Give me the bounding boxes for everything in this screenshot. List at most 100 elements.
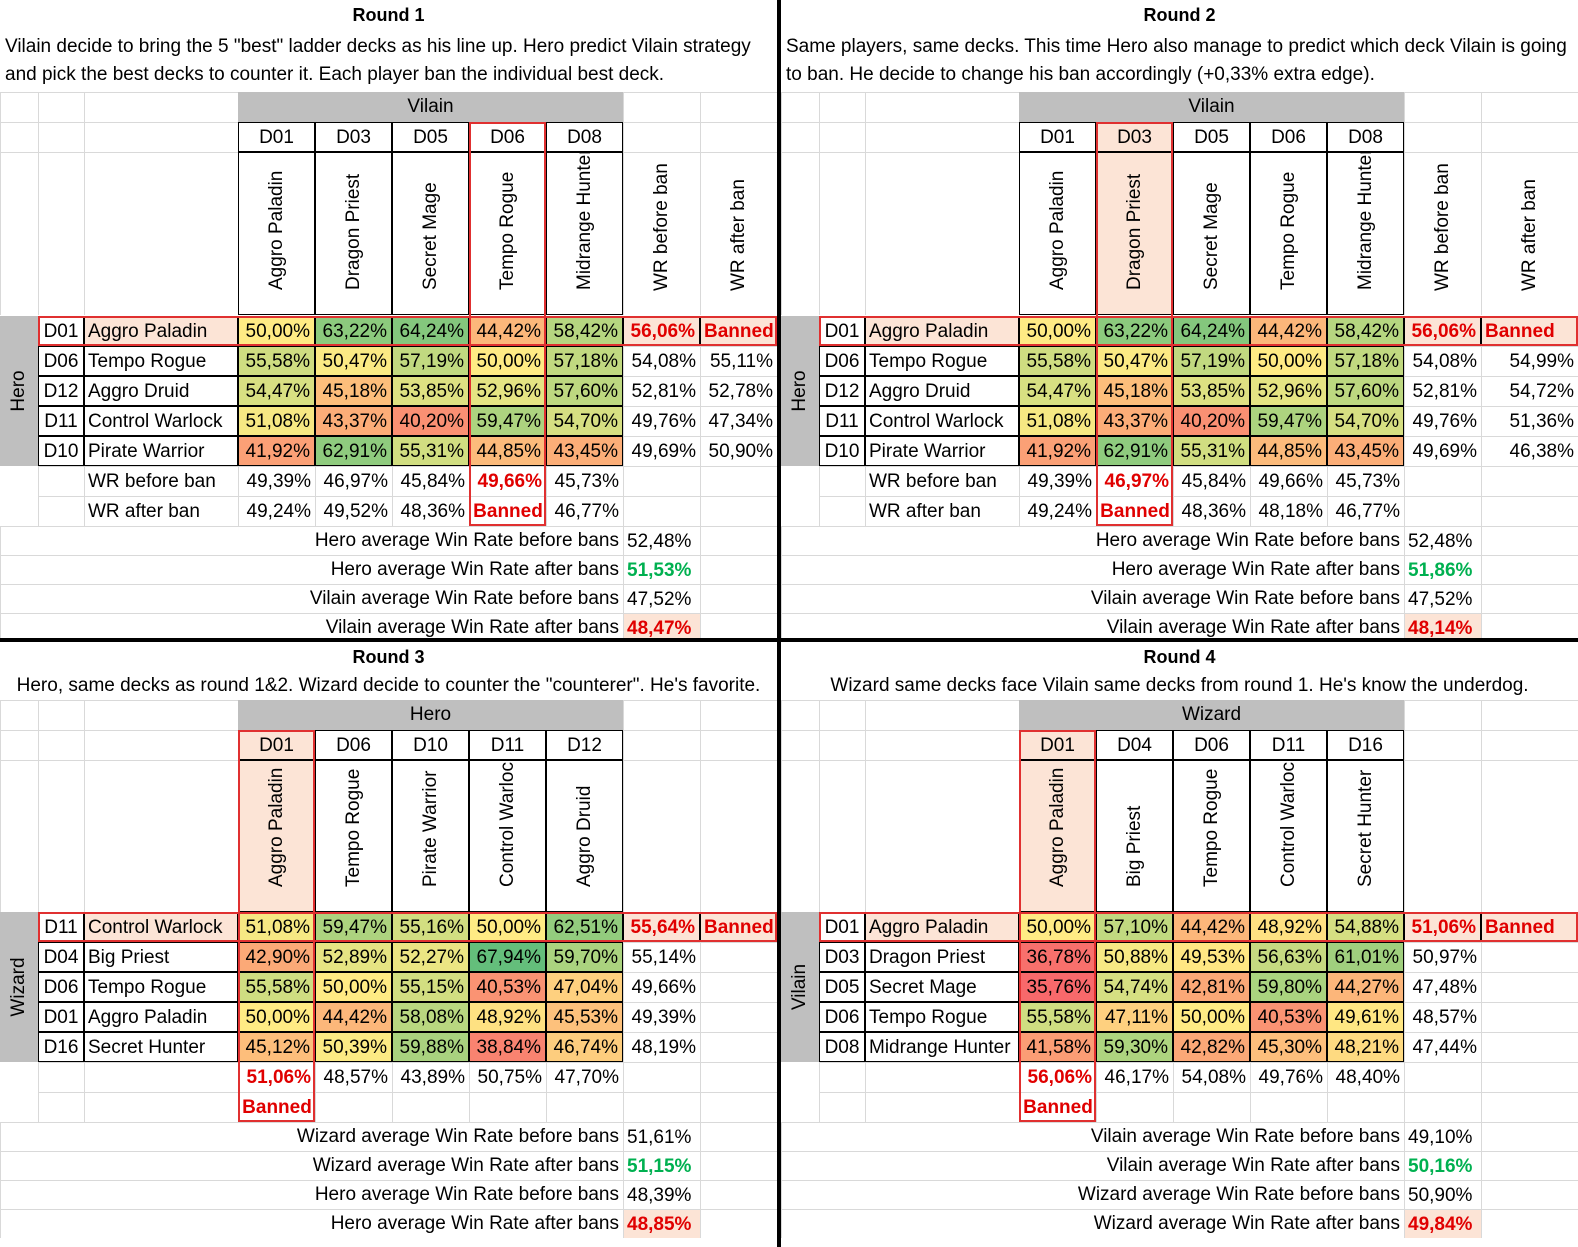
stat-label: Vilain average Win Rate after bans	[325, 617, 619, 638]
row-deck-id: D16	[38, 1032, 84, 1062]
grid-cell	[623, 496, 700, 526]
stat-label: Hero average Win Rate before bans	[1095, 530, 1400, 551]
matchup-cell: 54,70%	[1327, 406, 1404, 436]
column-deck-name-text: Tempo Rogue	[496, 171, 518, 290]
matchup-cell: 40,53%	[1250, 1002, 1327, 1032]
matchup-cell: 40,20%	[392, 406, 469, 436]
row-wr-before: 55,64%	[623, 912, 700, 942]
grid-cell	[1481, 496, 1578, 526]
matchup-cell: 50,47%	[1096, 346, 1173, 376]
row-wr-before: 50,97%	[1404, 942, 1481, 972]
row-deck-name: Control Warlock	[865, 406, 1019, 436]
grid-cell	[865, 122, 1019, 152]
grid-cell	[1404, 1092, 1481, 1122]
footer-label	[84, 1092, 238, 1122]
matchup-cell: 44,85%	[1250, 436, 1327, 466]
round-panel-3: Round 3 Hero, same decks as round 1&2. Wi…	[0, 642, 777, 1247]
matchup-cell: 40,20%	[1173, 406, 1250, 436]
grid-cell	[700, 555, 777, 584]
matchup-cell: 50,00%	[1173, 1002, 1250, 1032]
round-title: Round 1	[352, 5, 425, 25]
matchup-cell: 40,53%	[469, 972, 546, 1002]
matchup-cell: 57,60%	[546, 376, 623, 406]
matchup-cell: 45,12%	[238, 1032, 315, 1062]
column-deck-name: Aggro Druid	[546, 760, 623, 912]
grid-cell	[1404, 730, 1481, 760]
extra-column-label-text: WR after ban	[1519, 179, 1540, 291]
matchup-cell: 55,58%	[1019, 1002, 1096, 1032]
matchup-cell: 50,00%	[238, 316, 315, 346]
grid-cell	[1481, 584, 1578, 613]
stat-value: 51,61%	[623, 1122, 700, 1151]
stat-value: 49,10%	[1404, 1122, 1481, 1151]
column-deck-name-text: Control Warlock	[1277, 760, 1299, 887]
matchup-cell: 48,92%	[469, 1002, 546, 1032]
column-deck-name-text: Tempo Rogue	[1200, 768, 1222, 887]
row-deck-id: D06	[38, 972, 84, 1002]
matchup-cell: 55,58%	[1019, 346, 1096, 376]
row-deck-id: D06	[819, 346, 865, 376]
matchup-cell: 51,08%	[238, 406, 315, 436]
row-deck-name: Control Warlock	[84, 912, 238, 942]
footer-value	[392, 1092, 469, 1122]
extra-column-label	[1481, 760, 1578, 912]
matchup-cell: 44,42%	[1250, 316, 1327, 346]
matchup-cell: 53,85%	[392, 376, 469, 406]
grid-cell	[819, 122, 865, 152]
matchup-cell: 41,58%	[1019, 1032, 1096, 1062]
footer-value: 46,17%	[1096, 1062, 1173, 1092]
column-deck-id: D03	[315, 122, 392, 152]
grid-cell	[700, 730, 777, 760]
matchup-cell: 55,16%	[392, 912, 469, 942]
grid-cell	[0, 122, 38, 152]
column-deck-name-text: Aggro Paladin	[1046, 170, 1068, 290]
stat-value: 50,16%	[1404, 1151, 1481, 1180]
grid-cell	[781, 152, 819, 315]
row-wr-after	[1481, 972, 1578, 1002]
footer-value: 45,73%	[1327, 466, 1404, 496]
row-wr-before: 48,19%	[623, 1032, 700, 1062]
matchup-cell: 59,70%	[546, 942, 623, 972]
grid-cell	[781, 730, 819, 760]
column-group-label: Vilain	[238, 92, 623, 122]
row-deck-name: Aggro Druid	[84, 376, 238, 406]
grid-cell	[819, 730, 865, 760]
matchup-cell: 47,11%	[1096, 1002, 1173, 1032]
round-description: Hero, same decks as round 1&2. Wizard de…	[16, 675, 761, 696]
stat-label: Wizard average Win Rate after bans	[1093, 1213, 1400, 1234]
footer-value: 50,75%	[469, 1062, 546, 1092]
row-wr-after: 46,38%	[1481, 436, 1578, 466]
grid-cell	[0, 1151, 623, 1180]
round-description: to ban. He decide to change his ban acco…	[786, 64, 1375, 85]
column-deck-id: D01	[238, 122, 315, 152]
grid-cell	[0, 1180, 623, 1209]
column-deck-name-text: Control Warlock	[496, 760, 518, 887]
row-group-label: Hero	[8, 370, 29, 412]
row-deck-name: Secret Mage	[865, 972, 1019, 1002]
row-deck-id: D12	[819, 376, 865, 406]
row-deck-name: Tempo Rogue	[84, 972, 238, 1002]
extra-column-label-text: WR before ban	[1432, 163, 1453, 291]
column-group-label: Hero	[238, 700, 623, 730]
matchup-cell: 47,04%	[546, 972, 623, 1002]
row-group-label: Wizard	[8, 957, 29, 1017]
matchup-cell: 62,91%	[315, 436, 392, 466]
round-description: Vilain decide to bring the 5 "best" ladd…	[5, 36, 751, 57]
footer-value: 43,89%	[392, 1062, 469, 1092]
row-wr-after: 52,78%	[700, 376, 777, 406]
column-deck-name-text: Tempo Rogue	[1277, 171, 1299, 290]
grid-cell	[623, 730, 700, 760]
row-deck-id: D10	[38, 436, 84, 466]
row-deck-id: D06	[819, 1002, 865, 1032]
matchup-cell: 45,18%	[315, 376, 392, 406]
footer-value	[1250, 1092, 1327, 1122]
column-deck-name: Aggro Paladin	[238, 152, 315, 315]
footer-value: 45,84%	[392, 466, 469, 496]
matchup-cell: 59,47%	[315, 912, 392, 942]
matchup-cell: 54,47%	[1019, 376, 1096, 406]
grid-cell	[1481, 555, 1578, 584]
row-deck-name: Control Warlock	[84, 406, 238, 436]
footer-label: WR before ban	[865, 466, 1019, 496]
grid-cell	[38, 1062, 84, 1092]
matchup-cell: 54,74%	[1096, 972, 1173, 1002]
